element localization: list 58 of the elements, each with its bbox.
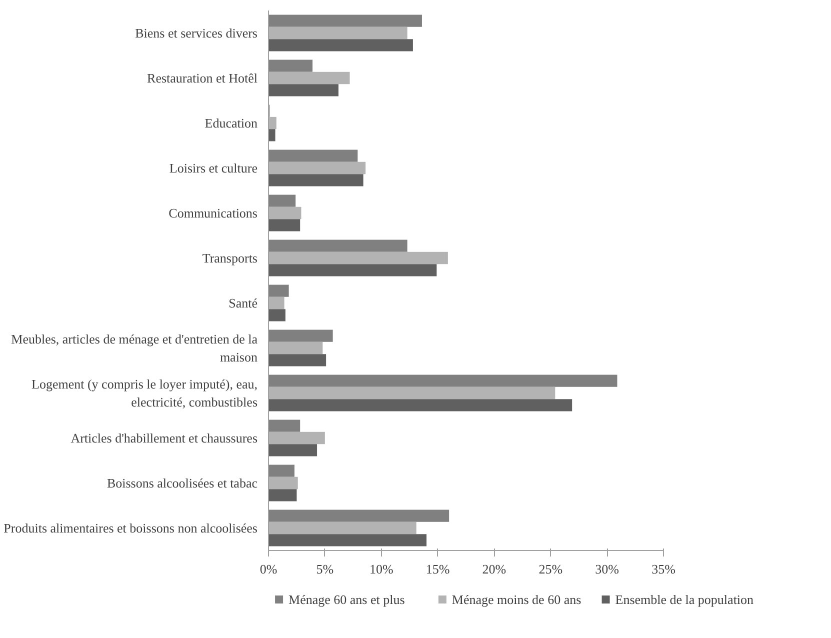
- y-tick-label: Meubles, articles de ménage et d'entretien de la maison: [11, 332, 258, 364]
- legend-label: Ménage moins de 60 ans: [452, 592, 582, 607]
- x-tick-label: 10%: [369, 562, 394, 576]
- x-tick-label: 25%: [538, 562, 563, 576]
- bar: [268, 342, 323, 354]
- bar: [268, 264, 437, 276]
- bar: [268, 476, 298, 490]
- bar: [268, 116, 276, 130]
- bar: [268, 534, 426, 546]
- bar: [268, 129, 276, 142]
- x-tick-label: 35%: [652, 562, 676, 576]
- bar: [268, 72, 350, 84]
- bar: [268, 194, 296, 207]
- y-tick-label: Education: [204, 116, 258, 130]
- bar: [268, 252, 448, 264]
- x-tick-label: 0%: [260, 562, 278, 576]
- bar: [268, 39, 413, 52]
- y-tick-label: Transports: [202, 250, 258, 266]
- bar: [268, 14, 422, 27]
- bar: [268, 162, 366, 174]
- bar: [268, 150, 358, 162]
- bar: [268, 60, 313, 72]
- bar: [268, 354, 326, 366]
- legend-label: Ensemble de la population: [615, 592, 754, 607]
- bar: [268, 464, 294, 477]
- x-tick-label: 20%: [482, 562, 506, 576]
- bar: [268, 399, 572, 412]
- y-tick-label: Restauration et Hotêl: [147, 70, 258, 86]
- bar: [268, 386, 556, 400]
- legend-label: Ménage 60 ans et plus: [288, 592, 405, 607]
- bar: [268, 26, 408, 40]
- y-tick-label: Santé: [228, 296, 258, 310]
- bar: [268, 206, 302, 220]
- bar: [268, 489, 297, 502]
- bar: [268, 444, 318, 456]
- y-tick-label: Biens et services divers: [135, 26, 258, 40]
- y-tick-label: Articles d'habillement et chaussures: [70, 430, 258, 446]
- bar: [268, 510, 450, 522]
- y-tick-label: Boissons alcoolisées et tabac: [106, 476, 258, 490]
- bar: [268, 420, 300, 432]
- bar: [268, 432, 325, 444]
- bar: [268, 284, 289, 297]
- y-tick-label: Communications: [168, 206, 258, 220]
- bar: [268, 330, 333, 342]
- bar: [268, 374, 618, 387]
- bar: [268, 84, 338, 96]
- bar: [268, 174, 364, 186]
- y-tick-label: Produits alimentaires et boissons non alcoolisées: [4, 520, 258, 536]
- bar: [268, 240, 408, 252]
- x-tick-label: 15%: [426, 562, 450, 576]
- y-tick-label: Loisirs et culture: [169, 160, 258, 176]
- x-tick-label: 5%: [316, 562, 334, 576]
- y-tick-label: Logement (y compris le loyer imputé), eau, electricité, combustibles: [32, 376, 258, 410]
- bar: [268, 309, 286, 322]
- bar: [268, 296, 284, 310]
- bar: [268, 522, 416, 534]
- x-tick-label: 30%: [595, 562, 620, 576]
- bar: [268, 219, 300, 232]
